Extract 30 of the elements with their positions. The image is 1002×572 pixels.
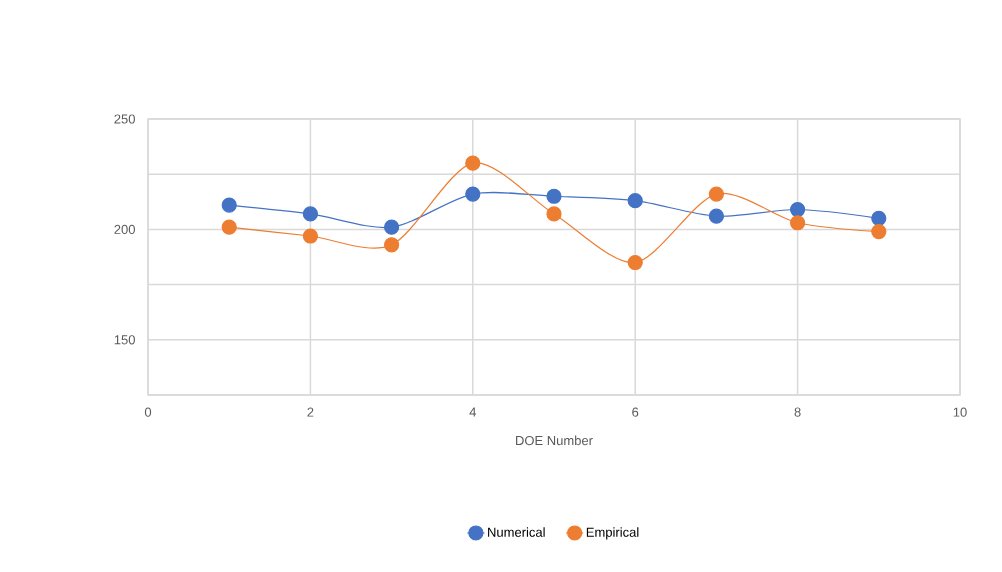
point [465, 186, 481, 202]
point [546, 188, 562, 204]
point [627, 193, 643, 209]
y-tick-label: 200 [114, 224, 135, 234]
x-tick-label: 8 [794, 407, 801, 417]
point [708, 208, 724, 224]
point [465, 155, 481, 171]
y-tick-label: 250 [114, 114, 135, 124]
y-tick-label: 150 [114, 335, 135, 345]
x-tick-label: 10 [953, 407, 967, 417]
point [708, 186, 724, 202]
point [221, 197, 237, 213]
x-tick-label: 6 [632, 407, 639, 417]
x-tick-label: 4 [469, 407, 477, 417]
point [302, 228, 319, 244]
point [302, 206, 319, 222]
legend-label: Numerical [488, 527, 545, 537]
point [871, 210, 887, 226]
point [384, 237, 400, 253]
point [546, 206, 562, 222]
point [871, 224, 887, 240]
x-tick-label: 0 [144, 407, 152, 417]
point [627, 254, 643, 271]
legend-label: Empirical [586, 527, 639, 540]
x-axis-title: DOE Number [516, 435, 593, 446]
point [790, 201, 806, 218]
x-tick-label: 2 [307, 407, 314, 417]
point [384, 219, 400, 235]
point [221, 219, 237, 235]
point [790, 215, 806, 231]
